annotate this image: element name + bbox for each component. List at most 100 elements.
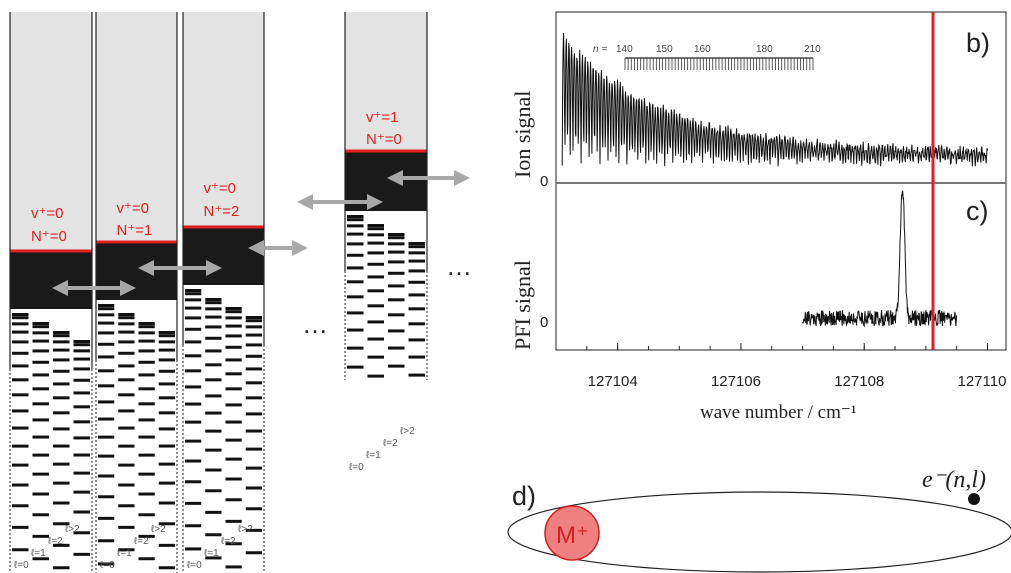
x-tick-label: 127104 bbox=[588, 373, 638, 390]
level-bar bbox=[98, 435, 115, 439]
level-column-3: v⁺=0 N⁺=2 ℓ>2ℓ=2ℓ=1ℓ=0 bbox=[182, 12, 265, 573]
level-bar bbox=[185, 501, 202, 505]
level-bar bbox=[205, 336, 222, 340]
level-bar bbox=[53, 444, 70, 448]
rot-quantum-label: N⁺=0 bbox=[366, 131, 402, 148]
level-bar bbox=[245, 319, 262, 323]
level-bar bbox=[53, 348, 70, 352]
level-bar bbox=[245, 466, 262, 470]
level-bar bbox=[118, 444, 135, 448]
l-quantum-label: ℓ=1 bbox=[117, 548, 132, 559]
dense-levels-region bbox=[96, 242, 177, 300]
level-bar bbox=[138, 435, 155, 439]
level-bar bbox=[225, 438, 242, 442]
level-bar bbox=[347, 328, 364, 332]
level-bar bbox=[98, 495, 115, 499]
panel-b-label: b) bbox=[966, 28, 990, 58]
level-bar bbox=[347, 218, 364, 222]
level-bar bbox=[205, 510, 222, 514]
level-bar bbox=[158, 358, 175, 362]
level-bar bbox=[118, 313, 135, 316]
level-bar bbox=[347, 311, 364, 315]
level-bar bbox=[347, 242, 364, 246]
level-bar bbox=[12, 378, 29, 382]
level-bar bbox=[367, 241, 384, 245]
level-bar bbox=[185, 459, 202, 463]
level-bar bbox=[12, 351, 29, 355]
level-bar bbox=[245, 429, 262, 433]
level-bar bbox=[245, 367, 262, 371]
l-quantum-label: ℓ>2 bbox=[151, 524, 166, 535]
level-bar bbox=[245, 528, 262, 532]
level-bar bbox=[367, 304, 384, 308]
level-bar bbox=[12, 463, 29, 467]
level-column-2: v⁺=0 N⁺=1 ℓ>2ℓ=2ℓ=1ℓ=0 bbox=[95, 12, 178, 573]
level-bar bbox=[118, 483, 135, 487]
level-bar bbox=[408, 373, 425, 377]
level-bar bbox=[225, 519, 242, 523]
level-bar bbox=[98, 369, 115, 373]
level-bar bbox=[118, 322, 135, 326]
level-bar bbox=[408, 280, 425, 284]
level-bar bbox=[158, 369, 175, 373]
level-bar bbox=[138, 373, 155, 377]
l-quantum-label: ℓ=0 bbox=[100, 560, 115, 571]
level-bar bbox=[73, 357, 90, 361]
level-bar bbox=[388, 260, 405, 264]
n-scale: n = 140 150 160 180 210 bbox=[593, 44, 821, 70]
level-bar bbox=[98, 313, 115, 317]
level-column-4: v⁺=1 N⁺=0 ℓ>2ℓ=2ℓ=1ℓ=0 bbox=[344, 12, 428, 473]
spectra-panels: b) c) Ion signal PFI signal 0 0 n = 140 1… bbox=[510, 11, 1007, 423]
level-bar bbox=[205, 325, 222, 329]
level-bar bbox=[12, 409, 29, 413]
l-quantum-label: ℓ=0 bbox=[349, 462, 364, 473]
level-bar bbox=[225, 420, 242, 424]
level-bar bbox=[12, 444, 29, 448]
level-bar bbox=[12, 393, 29, 397]
level-bar bbox=[98, 562, 115, 566]
level-bar bbox=[225, 457, 242, 461]
level-bar bbox=[118, 378, 135, 382]
level-bar bbox=[53, 543, 70, 547]
level-bar bbox=[138, 331, 155, 335]
level-bar bbox=[158, 481, 175, 485]
level-bar bbox=[367, 355, 384, 359]
level-bar bbox=[347, 215, 364, 218]
level-bar bbox=[225, 334, 242, 338]
level-bar bbox=[138, 325, 155, 329]
level-bar bbox=[98, 307, 115, 311]
level-bar bbox=[53, 382, 70, 386]
l-quantum-label: ℓ=2 bbox=[221, 536, 236, 547]
level-bar bbox=[73, 471, 90, 475]
level-bar bbox=[158, 522, 175, 526]
level-bar bbox=[185, 402, 202, 406]
level-bar bbox=[12, 426, 29, 430]
l-quantum-label: ℓ=1 bbox=[31, 548, 46, 559]
level-bar bbox=[118, 364, 135, 368]
level-bar bbox=[12, 322, 29, 326]
level-bar bbox=[138, 534, 155, 538]
level-bar bbox=[158, 340, 175, 344]
level-bar bbox=[98, 342, 115, 346]
level-bar bbox=[388, 329, 405, 333]
level-bar bbox=[367, 320, 384, 324]
level-column-1: v⁺=0 N⁺=0 ℓ>2ℓ=2ℓ=1ℓ=0 bbox=[9, 12, 93, 573]
level-bar bbox=[408, 251, 425, 255]
level-bar bbox=[245, 354, 262, 358]
level-bar bbox=[158, 427, 175, 431]
level-bar bbox=[388, 236, 405, 240]
panel-c-label: c) bbox=[966, 196, 989, 226]
level-bar bbox=[225, 498, 242, 502]
level-bar bbox=[32, 402, 49, 406]
level-bar bbox=[118, 525, 135, 529]
level-bar bbox=[32, 492, 49, 496]
level-bar bbox=[245, 333, 262, 337]
level-bar bbox=[367, 374, 384, 378]
level-bar bbox=[408, 322, 425, 326]
level-bar bbox=[367, 224, 384, 227]
ellipsis-mid: … bbox=[302, 309, 328, 339]
level-bar bbox=[185, 298, 202, 302]
level-bar bbox=[53, 369, 70, 373]
